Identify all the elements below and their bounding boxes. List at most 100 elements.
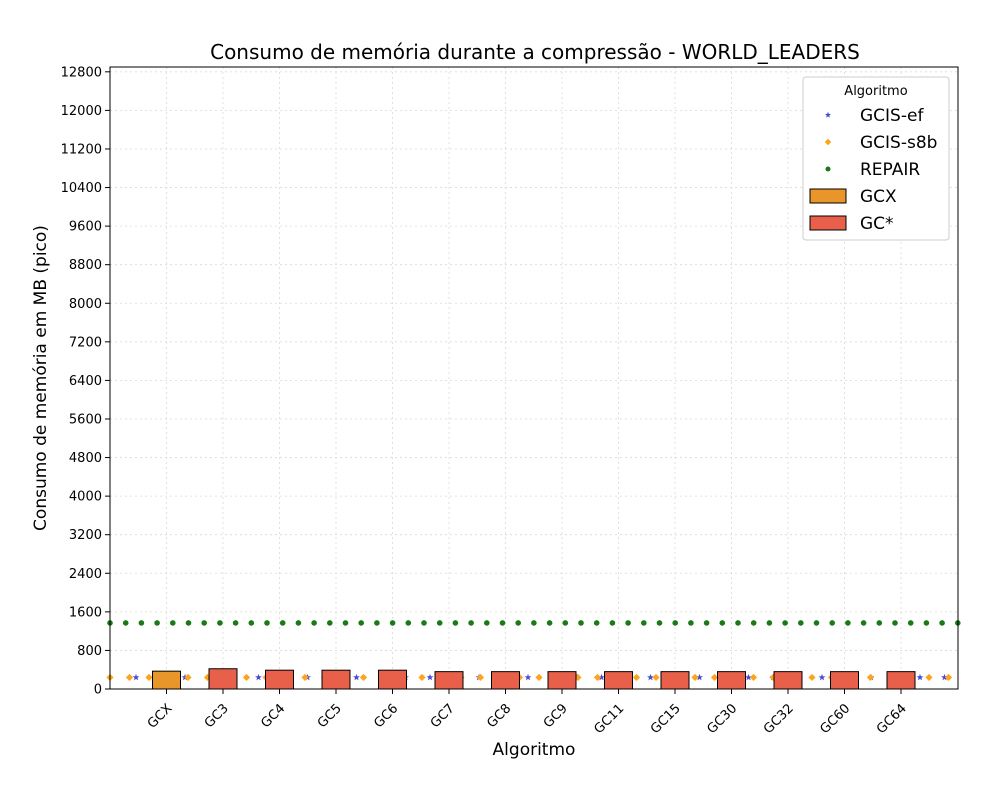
x-tick-label: GCX	[145, 701, 176, 732]
repair-marker	[860, 620, 867, 626]
gcis-s8b-marker	[749, 673, 758, 682]
y-tick-label: 11200	[61, 142, 102, 157]
repair-marker	[641, 620, 647, 626]
y-tick-label: 0	[94, 683, 102, 698]
gc-star-bar	[378, 669, 407, 690]
legend-gcx-swatch	[809, 188, 847, 204]
gcis-s8b-marker	[652, 673, 660, 682]
repair-marker	[264, 620, 270, 626]
gcis-s8b-marker	[925, 673, 933, 682]
gc-star-bar	[717, 671, 746, 690]
legend-gcis-s8b-swatch	[824, 138, 832, 146]
legend: Algoritmo GCIS-ef GCIS-s8b REPAIR GCX GC*	[802, 76, 950, 241]
y-tick-label: 4800	[69, 451, 102, 466]
gcis-s8b-marker	[808, 673, 816, 682]
gcis-ef-marker	[696, 673, 703, 681]
repair-marker	[232, 620, 239, 626]
bar-layer	[152, 668, 916, 690]
x-tick-label: GC6	[371, 701, 401, 731]
repair-marker	[766, 620, 773, 626]
gcis-s8b-marker	[710, 673, 719, 682]
repair-marker	[562, 620, 569, 626]
repair-marker	[468, 620, 474, 626]
repair-marker	[217, 620, 223, 626]
repair-marker	[719, 620, 726, 626]
repair-marker	[845, 620, 851, 626]
y-tick-label: 2400	[69, 567, 102, 582]
gcis-ef-marker	[598, 673, 605, 681]
repair-marker	[609, 620, 616, 626]
repair-marker	[405, 620, 412, 626]
repair-marker	[829, 620, 835, 626]
legend-repair-label: REPAIR	[860, 160, 920, 180]
repair-marker	[656, 620, 663, 626]
repair-marker	[593, 620, 600, 626]
y-tick-label: 800	[77, 644, 102, 659]
gcis-ef-marker	[647, 673, 654, 681]
gcis-s8b-marker	[125, 673, 134, 682]
legend-repair-swatch	[825, 166, 831, 172]
x-tick-label: GC3	[202, 701, 232, 731]
gcis-s8b-marker	[184, 673, 192, 682]
gc-star-bar	[830, 671, 859, 690]
gcis-s8b-marker	[476, 673, 485, 682]
y-axis-label: Consumo de memória em MB (pico)	[31, 225, 51, 531]
repair-marker	[782, 620, 788, 626]
legend-gcx-label: GCX	[860, 187, 897, 207]
gcis-s8b-marker	[866, 673, 875, 682]
y-tick-label: 8800	[69, 258, 102, 273]
gcis-ef-marker	[255, 673, 262, 681]
y-axis-ticks: 0 800 1600 2400 3200 4000 4800 5600 6400 7200 8000…	[61, 65, 110, 698]
repair-marker	[452, 620, 459, 626]
legend-title: Algoritmo	[844, 84, 907, 99]
repair-marker	[389, 620, 396, 626]
gc-star-bar	[547, 671, 577, 690]
repair-marker	[248, 620, 255, 626]
gcis-ef-marker	[916, 673, 924, 681]
grid-layer	[110, 67, 958, 690]
y-tick-label: 12000	[61, 104, 102, 119]
x-axis-label: Algoritmo	[493, 740, 576, 760]
y-tick-label: 9600	[69, 220, 102, 235]
gc-star-bar	[660, 671, 690, 690]
gcis-ef-marker	[426, 673, 434, 681]
repair-marker	[358, 620, 365, 626]
x-tick-label: GC60	[817, 701, 853, 737]
x-tick-label: GC64	[874, 701, 910, 737]
repair-marker	[436, 620, 443, 626]
gcis-ef-marker	[353, 673, 360, 681]
gc-star-bar	[886, 671, 916, 690]
repair-marker	[374, 620, 380, 626]
repair-marker	[625, 620, 631, 626]
chart-title: Consumo de memória durante a compressão …	[210, 40, 860, 64]
repair-marker	[531, 620, 537, 626]
gcis-ef-marker	[132, 673, 140, 681]
y-tick-label: 4000	[69, 490, 102, 505]
legend-gcis-s8b-label: GCIS-s8b	[860, 133, 937, 153]
repair-marker	[170, 620, 176, 626]
repair-marker	[688, 620, 694, 626]
gc-star-bar	[321, 669, 351, 690]
legend-gcis-ef-swatch	[824, 111, 832, 118]
gcis-s8b-marker	[944, 673, 953, 682]
gc-star-bar	[265, 669, 294, 690]
y-tick-label: 5600	[69, 412, 102, 427]
repair-marker	[122, 620, 129, 626]
gc-star-bar	[208, 668, 238, 690]
y-tick-label: 8000	[69, 297, 102, 312]
repair-marker	[327, 620, 333, 626]
y-tick-label: 3200	[69, 528, 102, 543]
repair-marker	[185, 620, 192, 626]
repair-marker	[750, 620, 757, 626]
gcis-s8b-marker	[593, 673, 602, 682]
gcis-s8b-marker	[418, 673, 426, 682]
x-tick-label: GC9	[541, 701, 571, 731]
gc-star-bar	[604, 671, 633, 690]
x-tick-label: GC8	[484, 701, 514, 731]
gcis-s8b-marker	[145, 673, 153, 682]
x-tick-label: GC4	[258, 701, 288, 731]
x-tick-label: GC5	[315, 701, 345, 731]
repair-marker	[813, 620, 820, 626]
repair-marker	[484, 620, 490, 626]
